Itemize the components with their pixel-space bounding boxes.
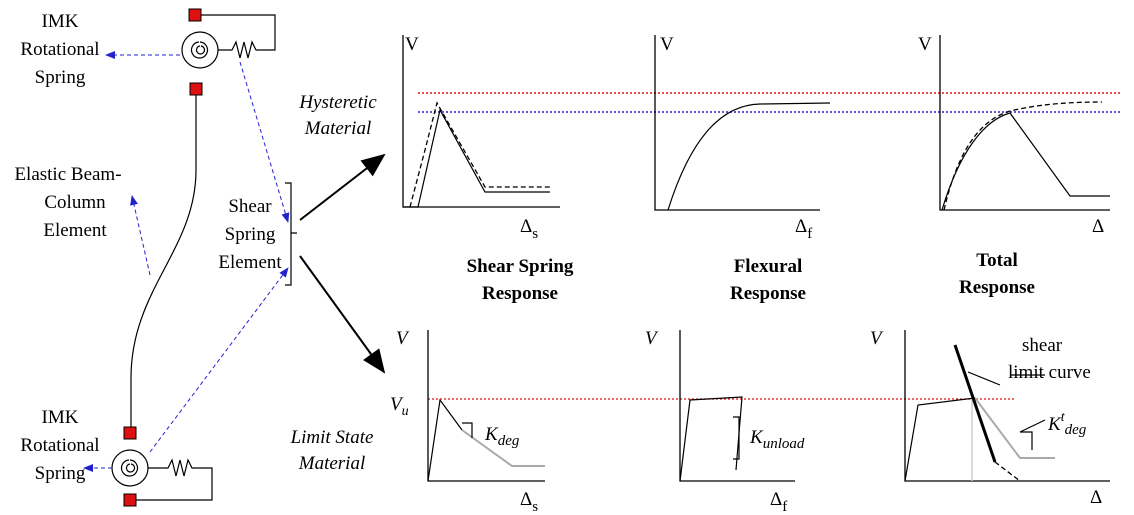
shape: [299, 153, 386, 221]
axis-label: V: [405, 34, 419, 55]
text-part: Δ: [770, 489, 782, 510]
text-part: deg: [498, 433, 520, 449]
label: Shear: [228, 196, 272, 217]
axis-label: V: [645, 328, 659, 349]
axis-label: Δs: [520, 489, 538, 515]
axis-label: V: [660, 34, 674, 55]
shape: [130, 95, 197, 432]
shape: [403, 108, 550, 208]
text-part: deg: [1065, 422, 1087, 438]
shape: [427, 398, 463, 482]
shape: [939, 35, 1110, 211]
shape: [402, 35, 560, 208]
shape: [904, 330, 1110, 482]
shape: [667, 102, 831, 211]
shape: [733, 416, 740, 460]
axis-label: Δf: [770, 489, 787, 515]
text-part: Δ: [520, 216, 532, 237]
label: Rotational: [20, 435, 99, 456]
shape: [120, 459, 139, 477]
caption: Flexural: [734, 256, 803, 277]
shape: [130, 458, 213, 501]
caption: Shear Spring: [467, 256, 574, 277]
structure: [83, 8, 386, 507]
shape: [943, 101, 1103, 211]
text-part: Δ: [795, 216, 807, 237]
axis-label: Δ: [1092, 216, 1104, 237]
label: Column: [44, 192, 106, 213]
label: Elastic Beam-: [14, 164, 121, 185]
label: Material: [298, 453, 366, 474]
axis-label: Δs: [520, 216, 538, 242]
shape: [149, 267, 289, 453]
shape: [123, 493, 137, 507]
shape: [190, 41, 209, 59]
shape: [941, 112, 1110, 211]
shape: [461, 429, 545, 467]
label: Material: [304, 118, 372, 139]
shape: [462, 422, 473, 438]
shape: [409, 101, 550, 208]
shape: [967, 371, 1045, 386]
text-part: u: [402, 404, 409, 419]
annotation: Ktdeg: [1047, 410, 1087, 438]
text-part: s: [532, 226, 538, 242]
label: Element: [43, 220, 107, 241]
caption: Response: [959, 277, 1035, 298]
shape: [974, 397, 1055, 459]
shape: [904, 397, 976, 482]
shape: [679, 396, 743, 482]
shape: [994, 461, 1021, 482]
axis-label: V: [918, 34, 932, 55]
caption: Response: [482, 283, 558, 304]
shape: [181, 31, 219, 69]
axis-label: Δf: [795, 216, 812, 242]
text-part: s: [532, 499, 538, 515]
text-part: f: [807, 226, 812, 242]
shape: [654, 35, 820, 211]
label: Spring: [225, 224, 276, 245]
annotation: Kdeg: [484, 424, 520, 449]
label: Rotational: [20, 39, 99, 60]
shape: [953, 344, 997, 463]
shape: [111, 449, 149, 487]
text-part: t: [1061, 410, 1066, 425]
shape: [189, 82, 203, 96]
label: Hysteretic: [298, 92, 377, 113]
text-part: K: [484, 424, 499, 445]
text-part: f: [782, 499, 787, 515]
label: Limit State: [290, 427, 374, 448]
shape: [427, 330, 545, 482]
shape: [299, 255, 386, 374]
text-part: K: [1047, 414, 1062, 435]
label: IMK: [42, 11, 79, 32]
shape: [200, 14, 276, 59]
axis-label: V: [396, 328, 410, 349]
text-part: unload: [763, 436, 805, 452]
caption: Total: [976, 250, 1018, 271]
axis-label: V: [870, 328, 884, 349]
annotation: Vu: [390, 394, 409, 419]
annotation: Kunload: [749, 427, 805, 452]
axis-label: Δ: [1090, 487, 1102, 508]
label: IMK: [42, 407, 79, 428]
label: Spring: [35, 463, 86, 484]
annotation: limit curve: [1008, 362, 1091, 383]
label: Element: [218, 252, 282, 273]
text-part: K: [749, 427, 764, 448]
text-part: V: [390, 394, 404, 415]
shape: [188, 8, 202, 22]
shape: [123, 426, 137, 440]
shape: [130, 195, 151, 276]
annotation: shear: [1022, 335, 1063, 356]
shape: [1019, 419, 1046, 450]
caption: Response: [730, 283, 806, 304]
label: Spring: [35, 67, 86, 88]
text-part: Δ: [520, 489, 532, 510]
shape: [285, 182, 297, 286]
